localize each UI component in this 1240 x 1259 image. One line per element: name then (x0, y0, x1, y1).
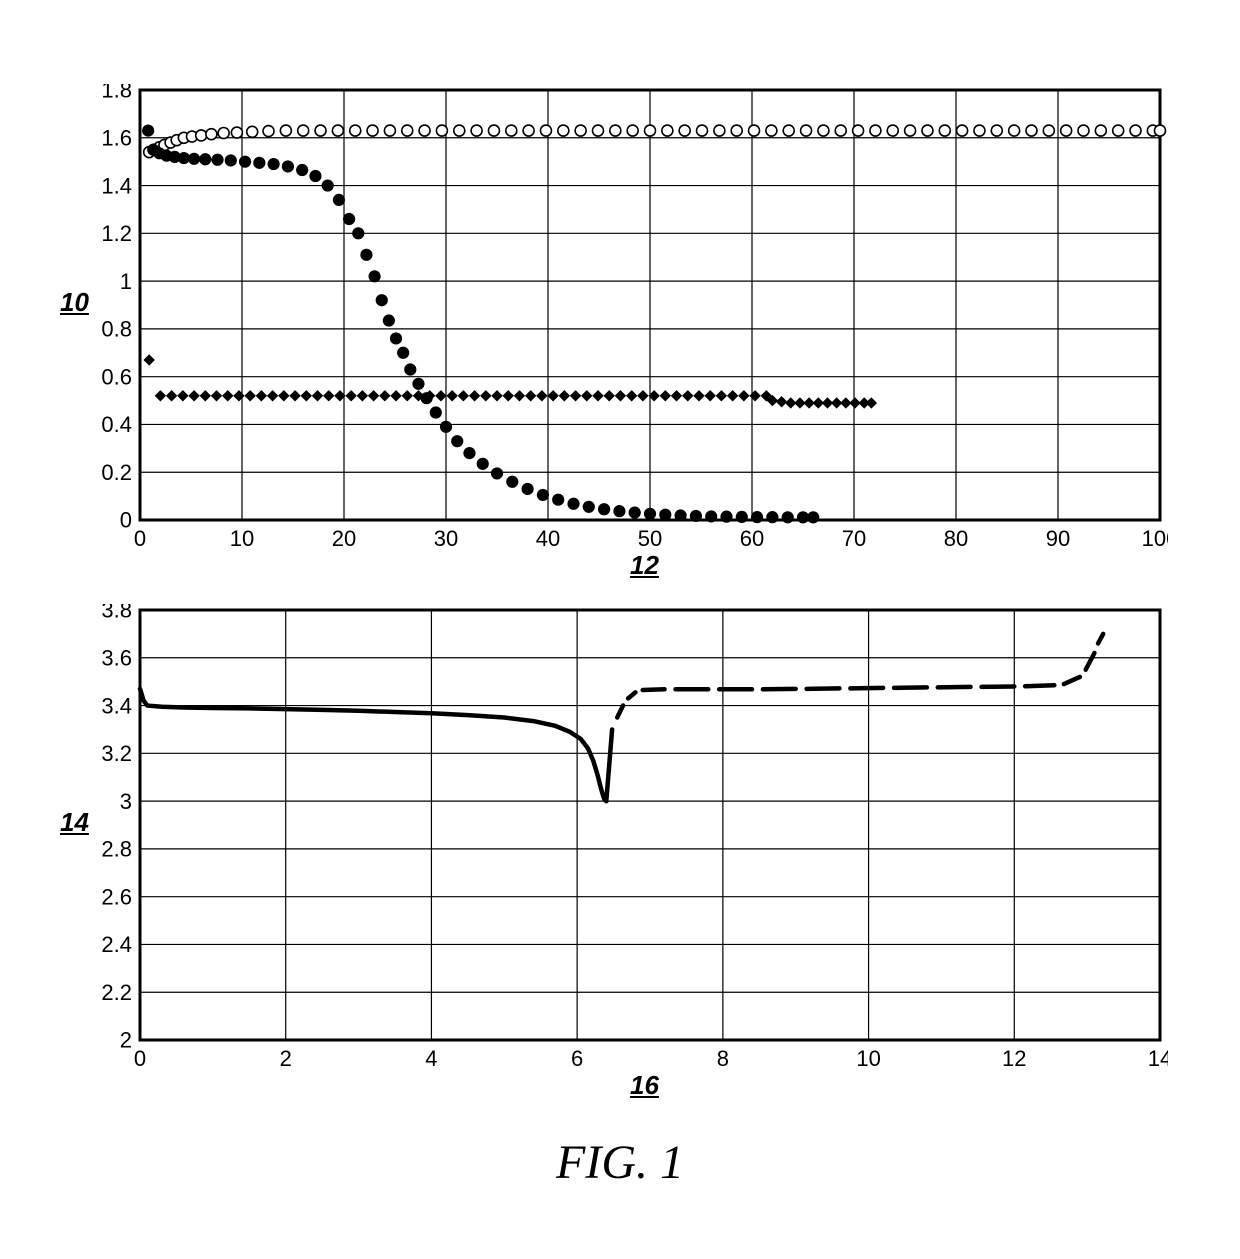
svg-text:4: 4 (425, 1046, 437, 1071)
svg-text:0.8: 0.8 (101, 317, 132, 342)
svg-text:2.6: 2.6 (101, 884, 132, 909)
svg-text:3.8: 3.8 (101, 604, 132, 623)
svg-text:0.2: 0.2 (101, 460, 132, 485)
svg-text:10: 10 (230, 526, 254, 551)
svg-text:6: 6 (571, 1046, 583, 1071)
svg-text:100: 100 (1142, 526, 1168, 551)
svg-text:2.4: 2.4 (101, 932, 132, 957)
svg-text:80: 80 (944, 526, 968, 551)
svg-text:10: 10 (856, 1046, 880, 1071)
svg-text:0: 0 (134, 1046, 146, 1071)
svg-text:3.4: 3.4 (101, 693, 132, 718)
svg-text:2.2: 2.2 (101, 980, 132, 1005)
svg-text:1: 1 (120, 269, 132, 294)
svg-text:3: 3 (120, 789, 132, 814)
svg-text:14: 14 (1148, 1046, 1168, 1071)
svg-text:1.4: 1.4 (101, 173, 132, 198)
svg-text:70: 70 (842, 526, 866, 551)
svg-text:0: 0 (120, 508, 132, 533)
svg-text:1.6: 1.6 (101, 125, 132, 150)
svg-text:0: 0 (134, 526, 146, 551)
figure-caption: FIG. 1 (0, 1135, 1240, 1190)
svg-text:12: 12 (1002, 1046, 1026, 1071)
svg-text:2: 2 (120, 1028, 132, 1053)
figure-page: 10 010203040506070809010000.20.40.60.811… (0, 0, 1240, 1259)
svg-text:3.6: 3.6 (101, 645, 132, 670)
bottom-chart-svg: 0246810121422.22.42.62.833.23.43.63.8 (85, 604, 1168, 1078)
svg-text:50: 50 (638, 526, 662, 551)
svg-text:1.8: 1.8 (101, 84, 132, 103)
svg-text:0.4: 0.4 (101, 412, 132, 437)
svg-text:2: 2 (280, 1046, 292, 1071)
top-chart: 0 10 20 30 40 50 60 70 80 90 100 0 0.2 0.4 0.6 0.8 1 1.2 1… (85, 84, 1168, 558)
top-chart-svg: 0 10 20 30 40 50 60 70 80 90 100 0 0.2 0.4 0.6 0.8 1 1.2 1… (85, 84, 1168, 558)
svg-text:2.8: 2.8 (101, 837, 132, 862)
svg-text:60: 60 (740, 526, 764, 551)
svg-text:8: 8 (717, 1046, 729, 1071)
top-x-axis-ref-label: 12 (630, 550, 659, 581)
svg-text:1.2: 1.2 (101, 221, 132, 246)
svg-text:3.2: 3.2 (101, 741, 132, 766)
svg-text:20: 20 (332, 526, 356, 551)
bottom-chart: 0246810121422.22.42.62.833.23.43.63.8 (85, 604, 1168, 1078)
svg-text:0.6: 0.6 (101, 364, 132, 389)
svg-text:30: 30 (434, 526, 458, 551)
svg-text:90: 90 (1046, 526, 1070, 551)
svg-text:40: 40 (536, 526, 560, 551)
bottom-x-axis-ref-label: 16 (630, 1070, 659, 1101)
